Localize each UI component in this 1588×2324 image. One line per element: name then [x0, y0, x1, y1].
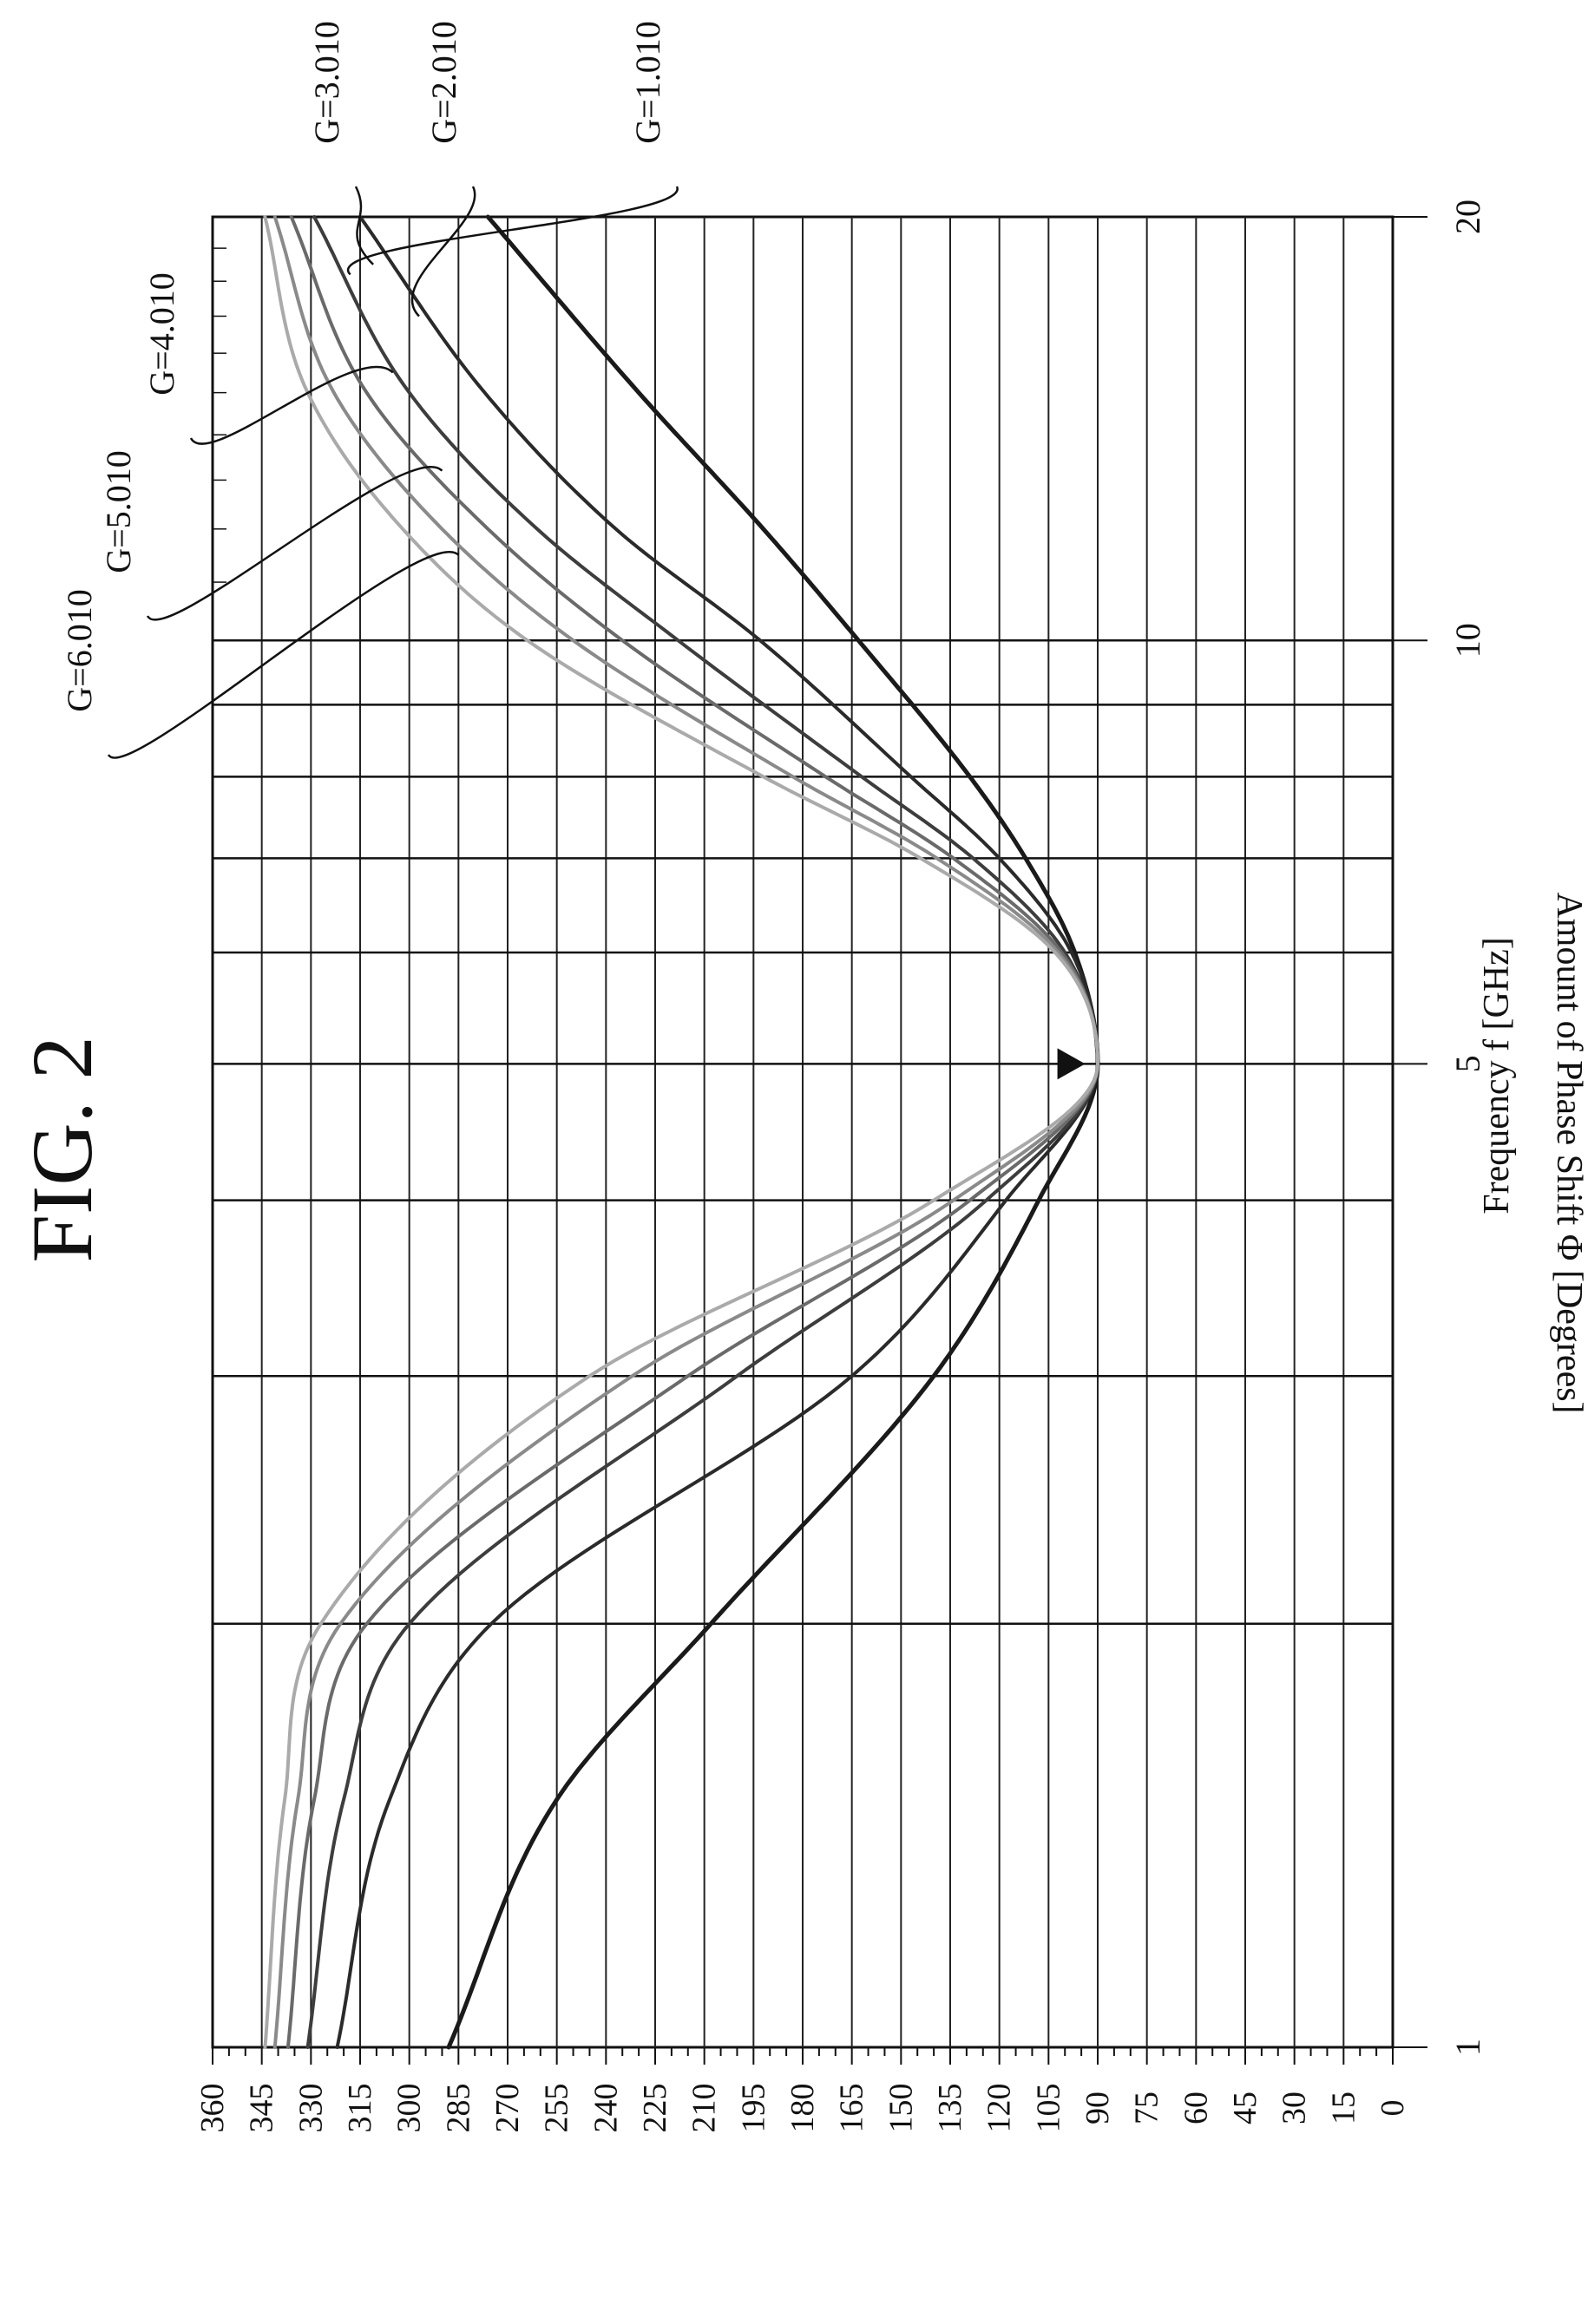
y-tick-label: 0 [1375, 2100, 1411, 2117]
x-tick-label: 1 [1448, 2039, 1487, 2056]
series-label-4: G=4.010 [142, 272, 181, 395]
series-label-3: G=3.010 [307, 21, 346, 143]
series-label-1: G=1.010 [628, 21, 667, 143]
x-tick-label: 20 [1448, 200, 1487, 234]
y-tick-label: 120 [981, 2084, 1018, 2133]
y-tick-label: 30 [1276, 2092, 1313, 2124]
y-tick-label: 255 [539, 2084, 575, 2133]
callout-leader-6 [107, 551, 460, 759]
callout-leader-2 [410, 186, 476, 318]
y-tick-label: 345 [244, 2084, 280, 2133]
series-lines [263, 214, 1100, 2050]
figure-title-group: FIG. 2 [14, 1036, 110, 1262]
series-line-2 [335, 215, 1099, 2049]
y-tick-label: 285 [440, 2084, 476, 2133]
y-tick-label: 135 [932, 2084, 968, 2133]
y-tick-label: 75 [1129, 2092, 1165, 2124]
x-tick-label: 10 [1448, 623, 1487, 658]
y-tick-label: 45 [1227, 2092, 1263, 2124]
series-callouts: G=1.010 G=2.010 G=3.010 G=4.010 G=5.010G=6.0… [60, 21, 679, 759]
series-line-6 [263, 215, 1099, 2049]
series-line-3 [305, 215, 1099, 2049]
series-label-6: G=6.010 [60, 589, 99, 711]
y-tick-label: 270 [489, 2084, 526, 2133]
y-tick-label: 105 [1030, 2084, 1066, 2133]
axis-ticks: 0153045607590105120135150165180195210225… [194, 200, 1487, 2133]
callout-leader-4 [189, 365, 394, 445]
y-tick-label: 60 [1178, 2092, 1214, 2124]
y-tick-label: 315 [342, 2084, 378, 2133]
x-tick-label: 5 [1448, 1055, 1487, 1072]
y-tick-label: 360 [194, 2084, 231, 2133]
callout-leader-1 [346, 186, 679, 276]
series-line-4 [285, 215, 1099, 2049]
x-axis-label: Frequency f [GHz] [1477, 937, 1517, 1214]
x-axis-label-group: Frequency f [GHz] [1477, 937, 1517, 1214]
y-tick-label: 15 [1325, 2092, 1362, 2124]
y-tick-label: 90 [1079, 2092, 1116, 2124]
figure-title: FIG. 2 [14, 1036, 110, 1262]
plot-grid [211, 215, 1394, 2049]
y-tick-label: 210 [686, 2084, 723, 2133]
y-axis-label: Amount of Phase Shift Φ [Degrees] [1549, 892, 1588, 1413]
y-tick-label: 195 [735, 2084, 771, 2133]
y-tick-label: 150 [883, 2084, 919, 2133]
callout-leader-3 [354, 186, 374, 265]
series-line-1 [446, 214, 1100, 2050]
callout-leader-5 [146, 466, 443, 621]
y-tick-label: 165 [834, 2084, 870, 2133]
y-tick-label: 240 [587, 2084, 624, 2133]
minimum-marker [1057, 1048, 1086, 1080]
reference-marker [1057, 1048, 1086, 1080]
y-tick-label: 300 [391, 2084, 428, 2133]
series-label-2: G=2.010 [424, 21, 463, 143]
series-label-5: G=5.010 [99, 450, 138, 573]
y-tick-label: 225 [637, 2084, 673, 2133]
series-line-5 [272, 215, 1099, 2049]
y-tick-label: 180 [784, 2084, 821, 2133]
y-tick-label: 330 [292, 2084, 329, 2133]
y-axis-label-group: Amount of Phase Shift Φ [Degrees] [1549, 892, 1588, 1413]
